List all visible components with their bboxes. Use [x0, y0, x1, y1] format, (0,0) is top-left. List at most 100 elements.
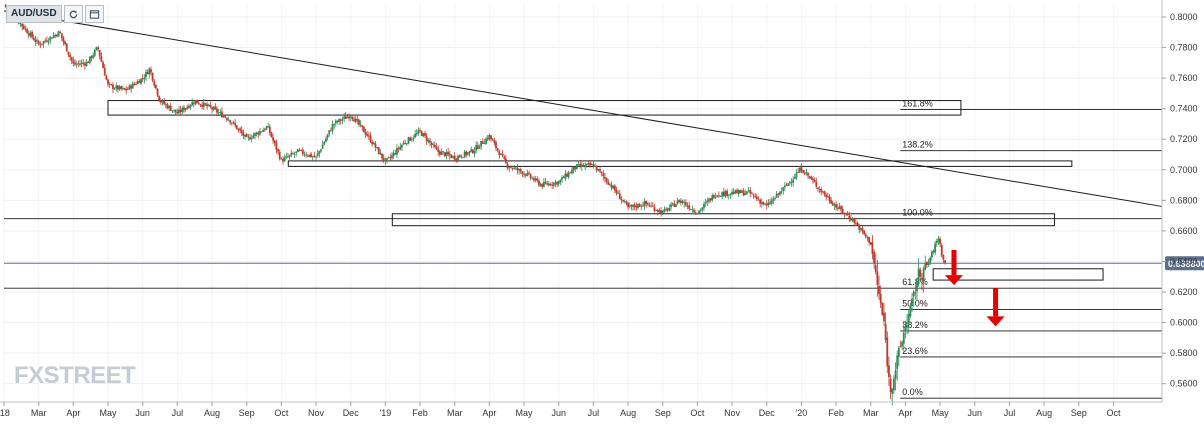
candle-body [888, 365, 890, 378]
candle-body [904, 326, 907, 332]
x-tick-label: May [100, 408, 118, 418]
candle-body [293, 153, 296, 155]
candle-body [939, 238, 942, 245]
candle-body [252, 135, 255, 139]
candle-body [242, 132, 245, 136]
candle-body [731, 191, 733, 195]
candle-body [845, 213, 847, 214]
candle-body [255, 132, 258, 134]
candle-body [551, 184, 554, 186]
candle-body [376, 147, 379, 149]
trendline [3, 10, 1163, 207]
candle-body [448, 153, 451, 156]
candle-body [879, 293, 882, 304]
candle-body [625, 201, 628, 204]
candle-body [336, 121, 339, 122]
candle-body [201, 104, 204, 107]
candle-body [367, 135, 370, 137]
x-tick-label: Aug [1036, 408, 1052, 418]
candle-body [671, 203, 674, 205]
candle-body [770, 200, 773, 204]
candle-body [833, 204, 836, 206]
fib-label: 38.2% [902, 320, 928, 330]
candle-body [145, 71, 147, 78]
candle-body [884, 323, 887, 340]
symbol-label[interactable]: AUD/USD [6, 5, 62, 23]
candle-body [392, 152, 395, 156]
candle-body [661, 210, 664, 214]
candle-body [387, 157, 390, 158]
candle-body [207, 104, 210, 106]
candle-body [364, 131, 367, 135]
candle-body [443, 152, 446, 157]
candle-body [703, 203, 705, 208]
candle-body [465, 151, 468, 155]
candle-body [916, 282, 918, 292]
candle-body [610, 184, 613, 188]
candle-body [627, 202, 629, 208]
fib-label: 138.2% [902, 140, 933, 150]
candle-body [412, 137, 415, 139]
candle-body [490, 135, 492, 139]
candle-body [102, 62, 104, 69]
zone-box [107, 100, 962, 116]
fullscreen-icon[interactable] [84, 5, 104, 23]
candle-body [292, 153, 294, 155]
candle-body [531, 178, 534, 180]
candle-body [26, 29, 29, 34]
x-tick-label: Apr [66, 408, 80, 418]
candle-body [623, 200, 626, 202]
candle-body [397, 148, 400, 149]
candle-body [534, 178, 537, 180]
candle-body [141, 78, 144, 80]
candle-body [136, 81, 139, 84]
candle-body [369, 135, 372, 143]
candle-body [230, 122, 233, 124]
candle-body [379, 152, 382, 155]
y-tick-label: 0.6200 [1170, 287, 1198, 297]
candle-body [107, 79, 109, 85]
candle-body [777, 193, 780, 195]
candle-body [108, 83, 111, 85]
candle-body [760, 202, 763, 204]
candle-body [797, 172, 800, 174]
candle-body [363, 126, 365, 133]
candle-body [72, 60, 75, 64]
candle-body [604, 176, 606, 179]
candle-body [434, 144, 436, 148]
candle-body [536, 178, 539, 181]
candle-body [92, 55, 95, 58]
candle-body [382, 157, 385, 161]
x-tick-label: Apr [482, 408, 496, 418]
candle-body [656, 209, 659, 212]
candle-body [301, 149, 304, 155]
candle-body [901, 341, 904, 347]
candle-body [400, 144, 403, 148]
candle-body [802, 170, 804, 173]
candle-body [673, 203, 676, 207]
x-tick-label: Jun [968, 408, 983, 418]
candle-body [620, 199, 623, 200]
candle-body [4, 4, 7, 7]
refresh-icon[interactable] [63, 5, 83, 23]
candle-body [429, 140, 431, 143]
candle-body [874, 265, 877, 272]
candle-body [812, 178, 814, 181]
candle-body [483, 143, 486, 145]
y-tick-label: 0.8000 [1170, 12, 1198, 22]
candle-body [257, 132, 260, 135]
candle-body [117, 85, 119, 90]
candle-body [143, 77, 146, 80]
candle-body [585, 163, 588, 165]
candle-body [873, 251, 875, 264]
candle-body [935, 241, 938, 244]
candle-body [850, 218, 852, 221]
candle-body [762, 201, 765, 205]
candle-body [311, 156, 314, 158]
candle-body [642, 205, 644, 207]
current-price-label: 0.638800 [1168, 259, 1204, 269]
candle-body [288, 155, 291, 157]
candle-body [496, 148, 499, 151]
candle-body [855, 222, 857, 224]
